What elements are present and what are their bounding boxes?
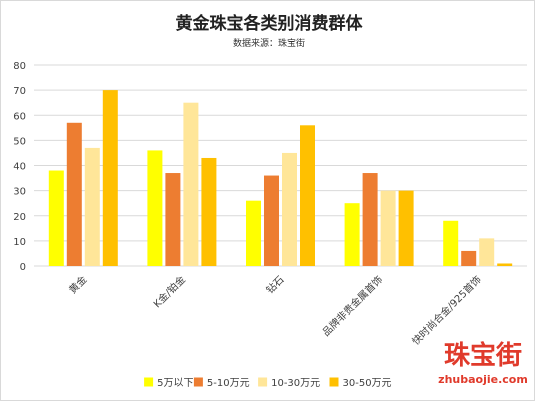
bars (48, 90, 513, 266)
legend: 5万以下 5-10万元 10-30万元 30-50万元 (144, 377, 392, 389)
bar (497, 263, 513, 266)
y-tick-label: 80 (13, 61, 26, 72)
legend-swatch (258, 377, 268, 387)
legend-swatch (144, 377, 154, 387)
bar (398, 190, 414, 266)
x-tick-label: K金/铂金 (151, 273, 188, 310)
y-tick-label: 50 (13, 136, 26, 147)
legend-label: 30-50万元 (343, 378, 392, 389)
y-tick-label: 30 (13, 187, 26, 198)
bar (443, 220, 459, 266)
chart-title: 黄金珠宝各类别消费群体 (176, 13, 364, 34)
legend-label: 5万以下 (157, 378, 193, 389)
legend-swatch (329, 377, 339, 387)
legend-label: 5-10万元 (207, 378, 250, 389)
bar (102, 90, 118, 266)
bar (66, 122, 82, 266)
bar (165, 173, 181, 266)
x-tick-label: 品牌非贵金属首饰 (319, 273, 385, 339)
x-tick-label: 快时尚合金/925首饰 (409, 273, 484, 348)
x-axis-ticks: 黄金 K金/铂金 钻石 品牌非贵金属首饰 快时尚合金/925首饰 (66, 273, 484, 348)
legend-label: 10-30万元 (271, 378, 320, 389)
legend-swatch (193, 377, 203, 387)
bar (84, 147, 100, 266)
y-tick-label: 10 (13, 237, 26, 248)
bar (479, 238, 495, 266)
bar (264, 175, 279, 266)
bar (344, 203, 360, 266)
watermark-sub: zhubaojie.com (438, 373, 528, 386)
bar (380, 190, 396, 266)
bar (147, 150, 163, 266)
x-tick-label: 黄金 (66, 273, 89, 296)
x-tick-label: 钻石 (263, 273, 286, 296)
y-tick-label: 0 (20, 262, 26, 273)
bar (362, 173, 378, 266)
bar (461, 250, 477, 266)
watermark-main: 珠宝街 (444, 340, 522, 371)
bar (282, 152, 297, 266)
bar (201, 157, 217, 266)
y-tick-label: 70 (13, 86, 26, 97)
chart-subtitle: 数据来源：珠宝街 (233, 37, 305, 49)
bar (300, 125, 315, 266)
bar (48, 170, 64, 266)
y-axis-ticks: 0 10 20 30 40 50 60 70 80 (13, 61, 26, 273)
bar (183, 102, 199, 266)
y-tick-label: 40 (13, 162, 26, 173)
y-tick-label: 20 (13, 212, 26, 223)
y-tick-label: 60 (13, 111, 26, 122)
watermark-logo: 珠宝街 zhubaojie.com (438, 340, 528, 386)
bar (246, 200, 261, 266)
